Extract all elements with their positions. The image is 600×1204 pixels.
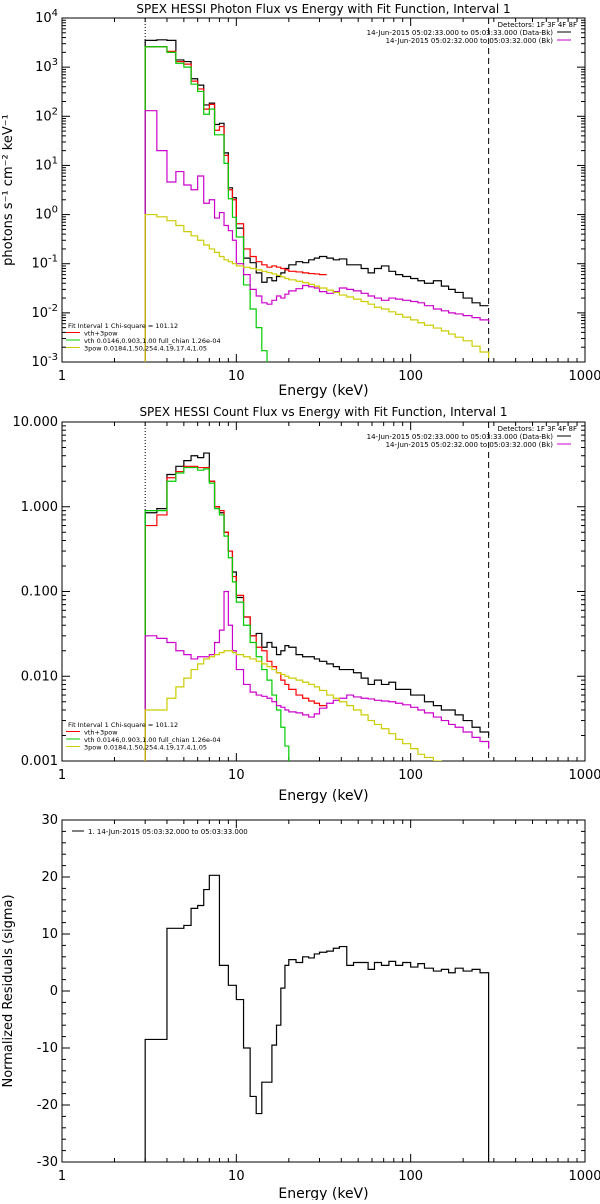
y-tick-label: 10	[41, 927, 58, 942]
chart-panel-2: SPEX HESSI Count Flux vs Energy with Fit…	[13, 405, 600, 804]
legend-entry: 3pow 0.0184,1.50,254.4.19,17.4,1.05	[84, 744, 207, 752]
series-line-3	[145, 47, 267, 367]
x-tick-label: 1	[58, 369, 66, 384]
series-line-1	[145, 40, 488, 362]
legend-entry: 14-Jun-2015 05:02:33.000 to 05:03:33.000…	[367, 433, 554, 441]
series-line-2	[145, 466, 327, 761]
legend-entry: 3pow 0.0184,1.50,254.4.19,17.4,1.05	[84, 345, 207, 353]
y-tick-label: 104	[35, 8, 58, 26]
legend-detectors: Detectors: 1F 3F 4F 8F	[498, 425, 577, 433]
x-tick-label: 10	[228, 369, 245, 384]
series-line-1	[145, 453, 488, 761]
y-tick-label: 0.001	[21, 754, 58, 769]
plot-frame	[62, 422, 585, 761]
y-tick-label: -30	[37, 1155, 58, 1170]
y-tick-label: 103	[35, 57, 58, 75]
legend-top: 1. 14-Jun-2015 05:03:32.000 to 05:03:33.…	[72, 828, 248, 836]
y-axis-label: photons s⁻¹ cm⁻² keV⁻¹	[1, 114, 16, 266]
x-tick-label: 1000	[568, 1169, 600, 1184]
legend-entry: 14-Jun-2015 05:02:32.000 to 05:03:32.000…	[386, 37, 554, 45]
plot-frame	[62, 820, 585, 1162]
x-tick-label: 1	[58, 1169, 66, 1184]
y-tick-label: 10-2	[31, 303, 58, 321]
y-tick-label: 0.100	[21, 585, 58, 600]
y-tick-label: -10	[37, 1041, 58, 1056]
x-tick-label: 1000	[568, 768, 600, 783]
legend-detectors: Detectors: 1F 3F 4F 8F	[498, 21, 577, 29]
x-tick-label: 100	[398, 1169, 423, 1184]
y-tick-label: 10-1	[31, 254, 58, 272]
y-tick-label: 100	[35, 205, 58, 223]
series-line-1	[145, 875, 488, 1190]
series-line-2	[145, 47, 327, 362]
y-tick-label: -20	[37, 1098, 58, 1113]
x-tick-label: 1000	[568, 369, 600, 384]
chart-panel-3: 1 10 100 1000 Energy (keV) -30 -20 -10 0 10 20 30 No…	[1, 813, 600, 1200]
legend-bottom: Fit Interval 1 Chi-square = 101.12vth+3p…	[66, 721, 221, 752]
x-tick-label: 100	[398, 768, 423, 783]
y-tick-label: 10.000	[13, 415, 59, 430]
chart-title: SPEX HESSI Count Flux vs Energy with Fit…	[139, 405, 507, 419]
y-tick-label: 0	[50, 984, 58, 999]
series-group	[145, 453, 488, 769]
y-tick-label: 30	[41, 813, 58, 828]
y-tick-label: 1.000	[21, 500, 58, 515]
series-group	[145, 875, 488, 1190]
y-tick-label: 10-3	[31, 352, 58, 370]
y-tick-label: 102	[35, 106, 58, 124]
y-tick-label: 101	[35, 155, 58, 173]
x-tick-label: 10	[228, 768, 245, 783]
y-axis-label: Normalized Residuals (sigma)	[1, 894, 16, 1087]
x-tick-label: 100	[398, 369, 423, 384]
chart-title: SPEX HESSI Photon Flux vs Energy with Fi…	[136, 2, 510, 16]
legend-entry: 14-Jun-2015 05:02:32.000 to 05:03:32.000…	[386, 441, 554, 449]
legend-bottom: Fit Interval 1 Chi-square = 101.12vth+3p…	[66, 322, 221, 353]
y-tick-label: 20	[41, 870, 58, 885]
chart-panel-1: SPEX HESSI Photon Flux vs Energy with Fi…	[1, 2, 600, 399]
legend-entry: 1. 14-Jun-2015 05:03:32.000 to 05:03:33.…	[88, 828, 248, 836]
x-tick-label: 1	[58, 768, 66, 783]
x-tick-label: 10	[228, 1169, 245, 1184]
y-tick-label: 0.010	[21, 669, 58, 684]
series-group	[145, 40, 488, 367]
legend-entry: 14-Jun-2015 05:02:33.000 to 05:03:33.000…	[367, 29, 554, 37]
plot-frame	[62, 18, 585, 362]
x-axis-label: Energy (keV)	[278, 383, 368, 399]
x-axis-label: Energy (keV)	[278, 1186, 368, 1200]
x-axis-label: Energy (keV)	[278, 788, 368, 804]
